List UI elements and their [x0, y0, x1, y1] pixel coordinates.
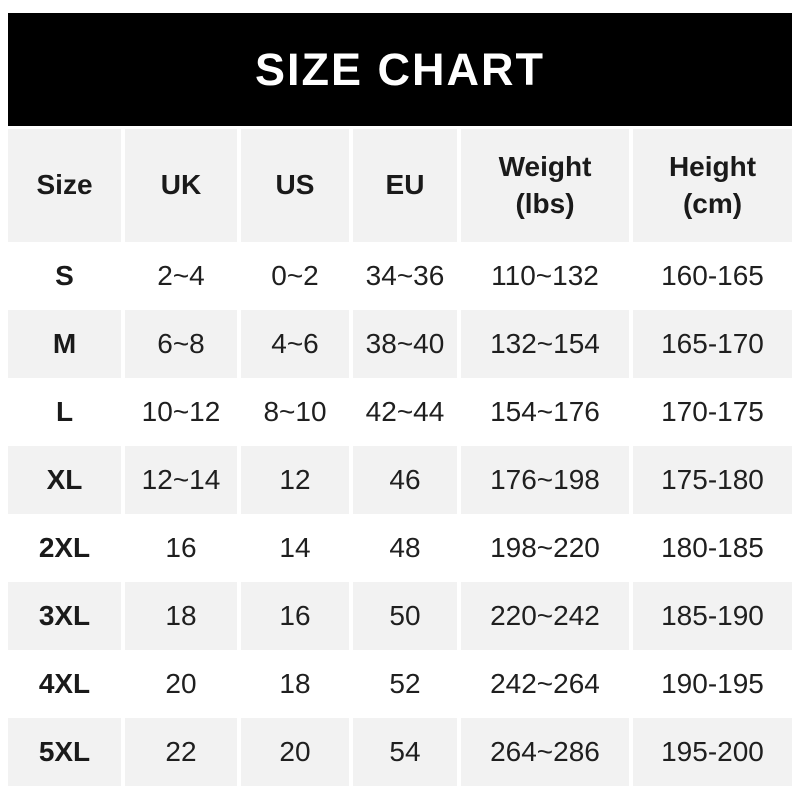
eu-cell: 48 — [353, 514, 457, 582]
size-cell: 4XL — [8, 650, 121, 718]
weight-cell: 132~154 — [461, 310, 629, 378]
header-weight-line1: Weight — [498, 151, 592, 183]
height-cell: 160-165 — [633, 242, 792, 310]
height-cell: 195-200 — [633, 718, 792, 786]
header-cell-size: Size — [8, 129, 121, 242]
eu-cell: 34~36 — [353, 242, 457, 310]
table-row-4xl: 4XL 20 18 52 242~264 190-195 — [8, 650, 792, 718]
table-row-m: M 6~8 4~6 38~40 132~154 165-170 — [8, 310, 792, 378]
size-cell: S — [8, 242, 121, 310]
weight-cell: 220~242 — [461, 582, 629, 650]
header-weight-line2: (lbs) — [515, 187, 575, 219]
table-row-3xl: 3XL 18 16 50 220~242 185-190 — [8, 582, 792, 650]
size-cell: M — [8, 310, 121, 378]
us-cell: 4~6 — [241, 310, 349, 378]
uk-cell: 10~12 — [125, 378, 237, 446]
us-cell: 8~10 — [241, 378, 349, 446]
height-cell: 190-195 — [633, 650, 792, 718]
height-cell: 185-190 — [633, 582, 792, 650]
weight-cell: 242~264 — [461, 650, 629, 718]
uk-cell: 18 — [125, 582, 237, 650]
header-cell-height: Height (cm) — [633, 129, 792, 242]
height-cell: 170-175 — [633, 378, 792, 446]
eu-cell: 46 — [353, 446, 457, 514]
uk-cell: 20 — [125, 650, 237, 718]
eu-cell: 54 — [353, 718, 457, 786]
weight-cell: 110~132 — [461, 242, 629, 310]
uk-cell: 12~14 — [125, 446, 237, 514]
us-cell: 20 — [241, 718, 349, 786]
header-cell-weight: Weight (lbs) — [461, 129, 629, 242]
weight-cell: 154~176 — [461, 378, 629, 446]
uk-cell: 6~8 — [125, 310, 237, 378]
size-cell: L — [8, 378, 121, 446]
size-table: Size UK US EU Weight (lbs) Height (cm) S… — [8, 129, 792, 786]
table-row-xl: XL 12~14 12 46 176~198 175-180 — [8, 446, 792, 514]
size-cell: 2XL — [8, 514, 121, 582]
size-cell: 3XL — [8, 582, 121, 650]
uk-cell: 22 — [125, 718, 237, 786]
weight-cell: 264~286 — [461, 718, 629, 786]
table-row-2xl: 2XL 16 14 48 198~220 180-185 — [8, 514, 792, 582]
weight-cell: 176~198 — [461, 446, 629, 514]
table-header-row: Size UK US EU Weight (lbs) Height (cm) — [8, 129, 792, 242]
us-cell: 14 — [241, 514, 349, 582]
eu-cell: 38~40 — [353, 310, 457, 378]
header-height-line1: Height — [668, 151, 757, 183]
eu-cell: 52 — [353, 650, 457, 718]
size-cell: XL — [8, 446, 121, 514]
header-cell-eu: EU — [353, 129, 457, 242]
table-row-5xl: 5XL 22 20 54 264~286 195-200 — [8, 718, 792, 786]
height-cell: 180-185 — [633, 514, 792, 582]
us-cell: 12 — [241, 446, 349, 514]
title-banner: SIZE CHART — [8, 13, 792, 126]
table-row-l: L 10~12 8~10 42~44 154~176 170-175 — [8, 378, 792, 446]
weight-cell: 198~220 — [461, 514, 629, 582]
table-row-s: S 2~4 0~2 34~36 110~132 160-165 — [8, 242, 792, 310]
us-cell: 18 — [241, 650, 349, 718]
eu-cell: 42~44 — [353, 378, 457, 446]
header-cell-us: US — [241, 129, 349, 242]
header-height-line2: (cm) — [682, 187, 743, 219]
page-title: SIZE CHART — [255, 43, 545, 95]
uk-cell: 16 — [125, 514, 237, 582]
height-cell: 175-180 — [633, 446, 792, 514]
us-cell: 16 — [241, 582, 349, 650]
us-cell: 0~2 — [241, 242, 349, 310]
height-cell: 165-170 — [633, 310, 792, 378]
uk-cell: 2~4 — [125, 242, 237, 310]
size-cell: 5XL — [8, 718, 121, 786]
header-cell-uk: UK — [125, 129, 237, 242]
eu-cell: 50 — [353, 582, 457, 650]
